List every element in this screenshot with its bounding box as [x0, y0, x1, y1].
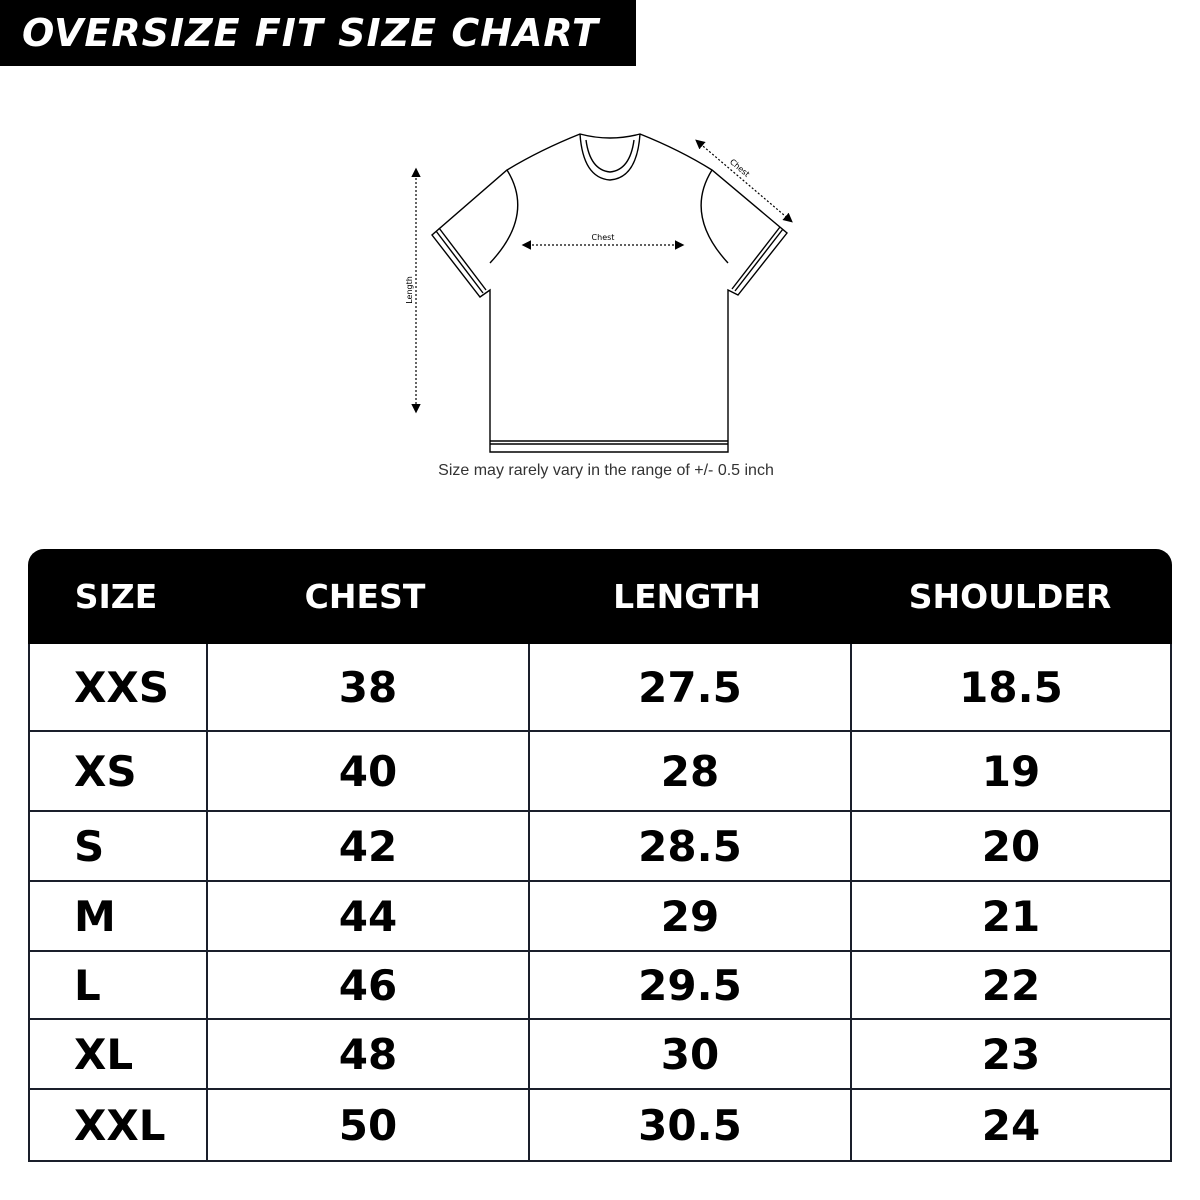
cell-length: 29.5: [528, 952, 850, 1018]
cell-length: 28: [528, 732, 850, 810]
length-label: Length: [405, 276, 414, 304]
cell-chest: 50: [206, 1090, 528, 1160]
tshirt-outline: [431, 133, 788, 453]
tshirt-diagram: Length Chest Chest: [405, 133, 793, 453]
header-size: SIZE: [74, 577, 158, 616]
table-row: S 42 28.5 20: [30, 810, 1170, 880]
cell-size: XL: [74, 1029, 134, 1079]
table-row: XS 40 28 19: [30, 730, 1170, 810]
cell-size: L: [74, 960, 101, 1010]
cell-size: XXS: [74, 662, 170, 712]
shoulder-arrow: [695, 139, 793, 223]
cell-shoulder: 20: [850, 812, 1170, 880]
table-row: XXS 38 27.5 18.5: [30, 644, 1170, 730]
cell-length: 28.5: [528, 812, 850, 880]
cell-chest: 46: [206, 952, 528, 1018]
cell-length: 30: [528, 1020, 850, 1088]
cell-shoulder: 18.5: [850, 644, 1170, 730]
header-chest: CHEST: [304, 577, 426, 616]
table-row: M 44 29 21: [30, 880, 1170, 950]
cell-size: XS: [74, 746, 137, 796]
header-length: LENGTH: [613, 577, 761, 616]
cell-chest: 48: [206, 1020, 528, 1088]
cell-shoulder: 24: [850, 1090, 1170, 1160]
cell-shoulder: 19: [850, 732, 1170, 810]
table-row: XXL 50 30.5 24: [30, 1088, 1170, 1160]
cell-chest: 44: [206, 882, 528, 950]
shoulder-label: Chest: [728, 157, 751, 179]
measure-arrows: [411, 139, 793, 414]
cell-chest: 38: [206, 644, 528, 730]
cell-chest: 40: [206, 732, 528, 810]
size-table: SIZE CHEST LENGTH SHOULDER XXS 38 27.5 18.5…: [28, 549, 1172, 1164]
cell-chest: 42: [206, 812, 528, 880]
table-row: XL 48 30 23: [30, 1018, 1170, 1088]
cell-shoulder: 22: [850, 952, 1170, 1018]
cell-size: XXL: [74, 1100, 166, 1150]
table-body: XXS 38 27.5 18.5 XS 40 28 19 S 42 28.5 20 M 44 29 21 L 46…: [28, 644, 1172, 1162]
cell-shoulder: 23: [850, 1020, 1170, 1088]
cell-length: 29: [528, 882, 850, 950]
header-shoulder: SHOULDER: [908, 577, 1112, 616]
cell-size: M: [74, 891, 116, 941]
table-header: SIZE CHEST LENGTH SHOULDER: [28, 549, 1172, 644]
page-title: OVERSIZE FIT SIZE CHART: [0, 0, 636, 66]
cell-shoulder: 21: [850, 882, 1170, 950]
cell-length: 30.5: [528, 1090, 850, 1160]
size-variance-note: Size may rarely vary in the range of +/-…: [438, 462, 774, 479]
table-row: L 46 29.5 22: [30, 950, 1170, 1018]
cell-size: S: [74, 821, 105, 871]
cell-length: 27.5: [528, 644, 850, 730]
chest-label: Chest: [592, 233, 615, 242]
